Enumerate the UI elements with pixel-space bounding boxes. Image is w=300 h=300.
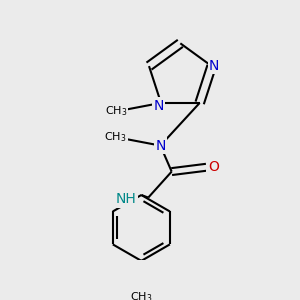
Text: N: N — [209, 59, 219, 73]
Text: CH$_3$: CH$_3$ — [104, 130, 127, 144]
Text: N: N — [155, 139, 166, 153]
Text: CH$_3$: CH$_3$ — [130, 290, 153, 300]
Text: NH: NH — [116, 192, 136, 206]
Text: N: N — [153, 98, 164, 112]
Text: O: O — [208, 160, 219, 174]
Text: CH$_3$: CH$_3$ — [105, 105, 127, 118]
